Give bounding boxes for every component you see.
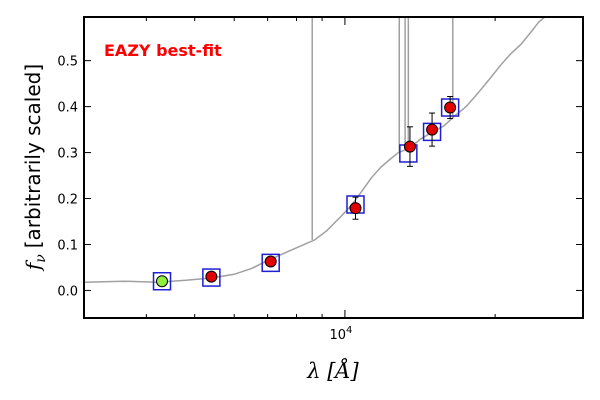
observed-flux-point xyxy=(264,255,277,268)
y-tick-label: 0.3 xyxy=(57,147,78,162)
observed-flux-point xyxy=(444,101,457,114)
y-axis-subscript: ν xyxy=(33,254,49,263)
y-tick-label: 0.5 xyxy=(57,55,78,70)
model-flux-box xyxy=(152,271,172,291)
observed-flux-point xyxy=(426,123,439,136)
y-tick-label: 0.1 xyxy=(57,238,78,253)
plot-area xyxy=(84,17,547,291)
observed-flux-point xyxy=(349,202,362,215)
x-tick-label-base: 10 xyxy=(329,328,346,343)
y-axis-text: [arbitrarily scaled] xyxy=(21,64,45,248)
x-tick-label-exponent: 4 xyxy=(346,325,352,336)
x-axis-label: λ [Å] xyxy=(306,358,359,383)
model-flux-box xyxy=(261,253,280,273)
y-tick-label: 0.2 xyxy=(57,193,78,208)
observed-flux-point xyxy=(403,140,416,153)
observed-flux-point xyxy=(156,275,169,288)
y-tick-label: 0.0 xyxy=(57,284,78,299)
template-spectrum-line xyxy=(84,17,547,283)
model-flux-box xyxy=(202,268,221,287)
plot-frame xyxy=(83,16,584,319)
axis-ticks: 0.0 0.1 0.2 0.3 0.4 0.5 104 xyxy=(57,17,583,343)
x-tick-label: 104 xyxy=(329,325,352,343)
plot-clip-group xyxy=(84,17,547,291)
observed-flux-point xyxy=(205,270,218,283)
y-axis-label: fν[arbitrarily scaled] xyxy=(21,64,49,272)
y-tick-label: 0.4 xyxy=(57,101,78,116)
annotation-label: EAZY best-fit xyxy=(104,41,222,60)
